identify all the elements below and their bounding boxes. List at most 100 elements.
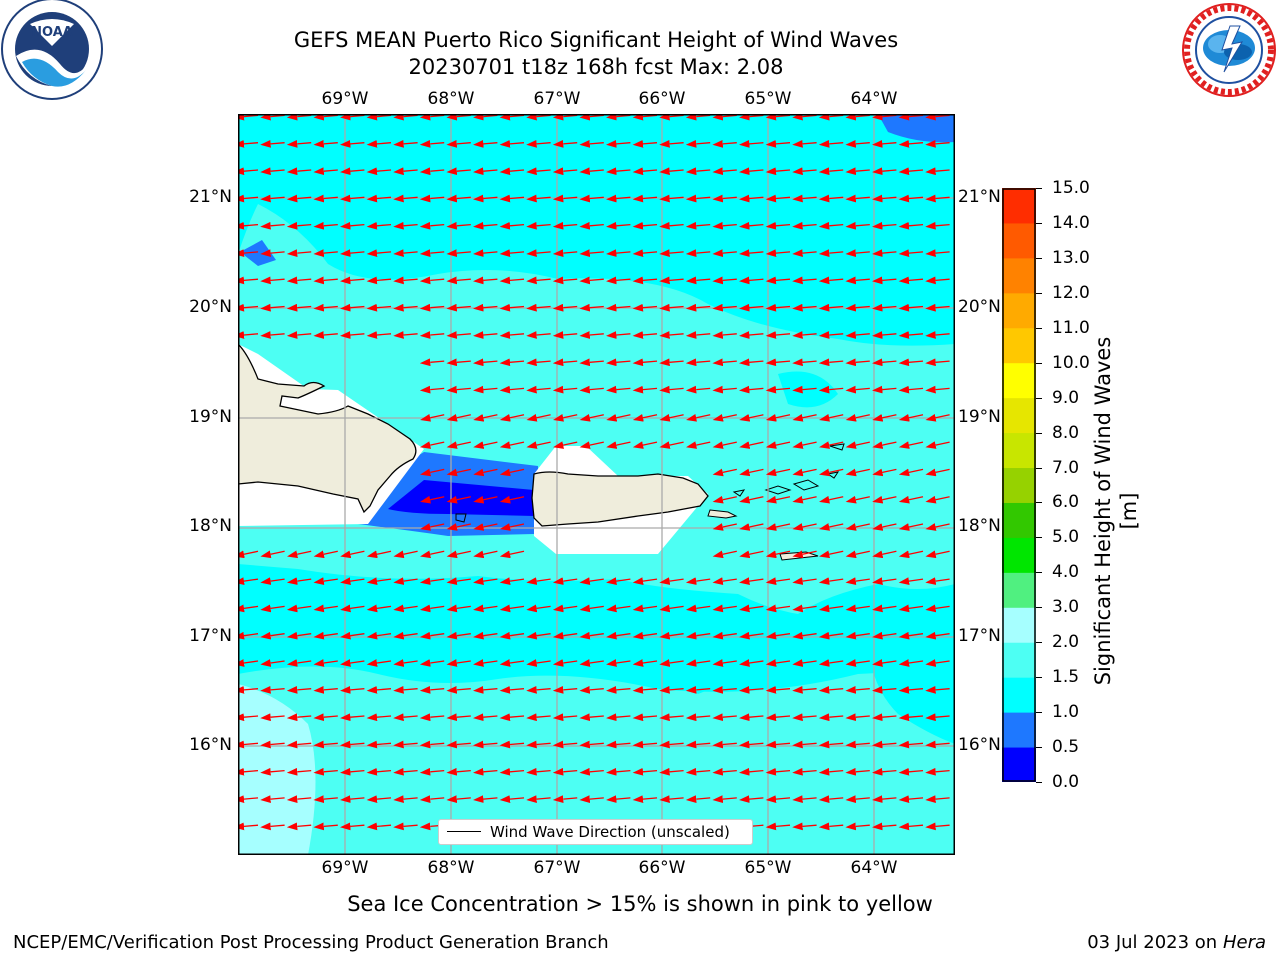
- wind-wave-arrow: [872, 631, 897, 640]
- wind-wave-arrow: [685, 358, 711, 367]
- wind-wave-arrow: [925, 249, 950, 257]
- wind-wave-arrow: [685, 167, 711, 176]
- wind-wave-arrow: [313, 604, 338, 613]
- wind-wave-arrow: [419, 767, 445, 776]
- colorbar-tick-mark: [1036, 327, 1042, 329]
- wind-wave-arrow: [287, 550, 312, 559]
- wind-wave-arrow: [286, 686, 312, 694]
- map-frame: [238, 114, 955, 855]
- wind-wave-arrow: [792, 441, 817, 449]
- wind-wave-arrow: [366, 767, 392, 776]
- wind-wave-arrow: [898, 385, 924, 394]
- wind-wave-arrow: [473, 140, 498, 148]
- wind-wave-arrow: [286, 331, 312, 339]
- wind-wave-arrow: [499, 114, 525, 121]
- wind-wave-arrow: [872, 167, 897, 176]
- colorbar-band: [1002, 712, 1036, 748]
- wind-wave-arrow: [552, 331, 578, 339]
- wind-wave-arrow: [238, 276, 259, 285]
- lon-label-top-68w: 68°W: [427, 89, 475, 109]
- wind-wave-arrow: [872, 468, 897, 477]
- wind-wave-arrow: [579, 604, 604, 613]
- wind-wave-arrow: [925, 686, 950, 694]
- wind-wave-arrow: [925, 331, 950, 339]
- wind-wave-arrow: [898, 303, 924, 312]
- wind-wave-arrow: [260, 822, 285, 831]
- wind-wave-arrow: [499, 358, 525, 367]
- wind-wave-arrow: [712, 114, 737, 121]
- wind-wave-arrow: [579, 140, 604, 148]
- wind-wave-arrow: [579, 631, 604, 640]
- wind-wave-arrow: [712, 441, 737, 449]
- wind-wave-arrow: [420, 441, 445, 449]
- wind-wave-arrow: [792, 358, 817, 367]
- wind-wave-arrow: [313, 114, 338, 121]
- wind-wave-arrow: [286, 303, 312, 312]
- colorbar-tick-label: 0.0: [1052, 772, 1080, 792]
- wind-wave-arrow: [366, 331, 392, 339]
- wind-wave-arrow: [313, 795, 338, 803]
- wind-wave-arrow: [313, 249, 338, 257]
- wind-wave-arrow: [419, 713, 445, 722]
- wind-wave-arrow: [286, 631, 312, 640]
- wind-wave-arrow: [845, 713, 870, 722]
- wind-wave-arrow: [845, 249, 870, 257]
- wind-wave-arrow: [792, 822, 817, 831]
- wind-wave-arrow: [260, 194, 285, 203]
- wind-wave-arrow: [792, 140, 817, 148]
- wind-wave-arrow: [366, 221, 392, 230]
- st-thomas-island: [764, 485, 792, 495]
- wind-wave-arrow: [632, 167, 658, 176]
- wind-wave-arrow: [313, 822, 338, 831]
- colorbar-band: [1002, 677, 1036, 713]
- wind-wave-arrow: [579, 795, 604, 803]
- wind-wave-arrow: [872, 413, 897, 422]
- wind-wave-arrow: [632, 441, 658, 449]
- wind-wave-arrow: [765, 550, 791, 559]
- wind-wave-arrow: [552, 686, 578, 694]
- wind-wave-arrow: [238, 631, 259, 640]
- wind-wave-arrow: [739, 385, 764, 394]
- wind-wave-arrow: [872, 495, 897, 504]
- wind-wave-arrow: [393, 194, 418, 203]
- wind-wave-arrow: [366, 686, 392, 694]
- wind-wave-arrow: [739, 523, 764, 531]
- wind-wave-arrow: [499, 767, 525, 776]
- wind-wave-arrow: [872, 550, 897, 559]
- wind-wave-arrow: [685, 740, 711, 749]
- wind-wave-arrow: [685, 659, 711, 667]
- wind-wave-arrow: [286, 249, 312, 257]
- wind-wave-arrow: [632, 713, 658, 722]
- wind-wave-arrow: [739, 713, 764, 722]
- wind-wave-arrow: [446, 713, 471, 722]
- lat-label-right-19n: 19°N: [958, 407, 1001, 427]
- wind-wave-arrow: [898, 767, 924, 776]
- wind-wave-arrow: [526, 631, 551, 640]
- wind-wave-arrow: [446, 441, 471, 449]
- wind-wave-arrow: [313, 303, 338, 312]
- wind-wave-arrow: [473, 495, 498, 504]
- wind-wave-arrow: [260, 221, 285, 230]
- wind-wave-arrow: [340, 713, 365, 722]
- wind-wave-arrow: [526, 604, 551, 613]
- wind-wave-arrow: [446, 523, 471, 531]
- wind-wave-arrow: [419, 221, 445, 230]
- wind-wave-arrow: [765, 577, 791, 585]
- wind-wave-arrow: [925, 713, 950, 722]
- wind-wave-arrow: [552, 167, 578, 176]
- wind-wave-arrow: [499, 577, 525, 585]
- wind-wave-arrow: [818, 194, 844, 203]
- wind-wave-arrow: [606, 167, 631, 176]
- wind-wave-arrow: [340, 577, 365, 585]
- wind-wave-arrow: [473, 249, 498, 257]
- wind-wave-arrow: [473, 441, 498, 449]
- wind-wave-arrow: [579, 713, 604, 722]
- wind-wave-arrow: [238, 331, 259, 339]
- wind-wave-arrow: [898, 249, 924, 257]
- wind-wave-arrow: [712, 631, 737, 640]
- wind-wave-arrow: [553, 441, 578, 449]
- wind-wave-arrow: [260, 713, 285, 722]
- wind-wave-arrow: [712, 303, 737, 312]
- colorbar-band: [1002, 467, 1036, 503]
- band-1-to-1-5-patch: [675, 640, 738, 694]
